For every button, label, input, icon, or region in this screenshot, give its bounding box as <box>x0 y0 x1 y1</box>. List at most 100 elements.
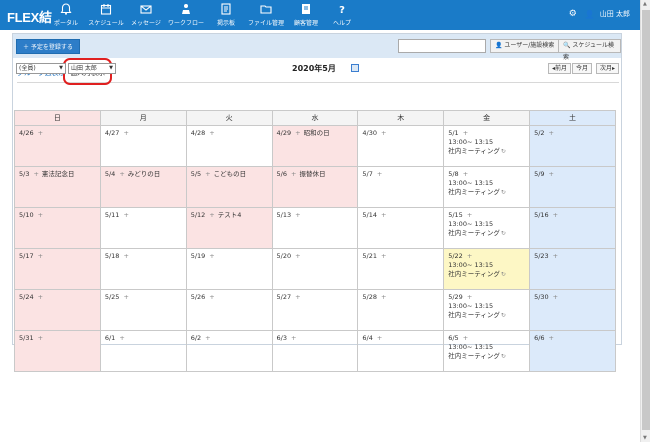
add-event-icon[interactable]: + <box>209 252 215 260</box>
search-input[interactable] <box>398 39 486 53</box>
add-event-icon[interactable]: + <box>119 334 125 342</box>
add-event-icon[interactable]: + <box>552 293 559 301</box>
add-event-icon[interactable]: + <box>37 211 44 219</box>
next-month-button[interactable]: 次月▸ <box>596 63 620 74</box>
calendar-day-cell[interactable]: 5/9 + <box>529 166 616 208</box>
calendar-day-cell[interactable]: 5/13 + <box>271 207 359 249</box>
calendar-day-cell[interactable]: 5/29 +13:00~ 13:15 社内ミーティング↻ <box>443 289 531 331</box>
calendar-day-cell[interactable]: 5/30 + <box>529 289 616 331</box>
calendar-day-cell[interactable]: 5/27 + <box>271 289 359 331</box>
calendar-day-cell[interactable]: 5/4 + みどりの日 <box>99 166 187 208</box>
add-event-icon[interactable]: + <box>123 293 129 301</box>
calendar-day-cell[interactable]: 4/27 + <box>99 125 187 167</box>
calendar-day-cell[interactable]: 6/6 + <box>529 330 616 372</box>
calendar-day-cell[interactable]: 5/14 + <box>357 207 445 249</box>
calendar-day-cell[interactable]: 5/11 + <box>99 207 187 249</box>
nav-help[interactable]: ? ヘルプ <box>326 3 358 27</box>
add-event-icon[interactable]: + <box>37 129 44 137</box>
event-title[interactable]: 社内ミーティング <box>448 147 500 155</box>
add-event-icon[interactable]: + <box>548 334 554 342</box>
calendar-day-cell[interactable]: 5/8 +13:00~ 13:15 社内ミーティング↻ <box>443 166 531 208</box>
add-event-icon[interactable]: + <box>295 252 301 260</box>
user-select[interactable]: 山田 太郎 ▼ <box>68 63 116 74</box>
add-event-icon[interactable]: + <box>552 211 559 219</box>
schedule-search-button[interactable]: 🔍 スケジュール検索 <box>558 39 621 61</box>
event-title[interactable]: 社内ミーティング <box>448 188 500 196</box>
scroll-down-icon[interactable]: ▼ <box>643 435 647 441</box>
add-event-icon[interactable]: + <box>123 211 129 219</box>
nav-schedule[interactable]: スケジュール <box>86 3 126 27</box>
calendar-event[interactable]: 13:00~ 13:15 社内ミーティング↻ <box>448 179 525 197</box>
calendar-picker-icon[interactable] <box>351 64 359 72</box>
scroll-thumb[interactable] <box>642 10 650 430</box>
calendar-day-cell[interactable]: 5/6 + 振替休日 <box>271 166 359 208</box>
calendar-day-cell[interactable]: 5/25 + <box>99 289 187 331</box>
add-event-icon[interactable]: + <box>380 293 387 301</box>
add-event-icon[interactable]: + <box>205 170 211 178</box>
calendar-day-cell[interactable]: 5/3 + 憲法記念日 <box>14 166 101 208</box>
calendar-day-cell[interactable]: 5/7 + <box>357 166 445 208</box>
calendar-day-cell[interactable]: 6/4 + <box>357 330 445 372</box>
calendar-day-cell[interactable]: 6/3 + <box>271 330 359 372</box>
event-title[interactable]: 社内ミーティング <box>448 270 500 278</box>
add-event-icon[interactable]: + <box>462 170 469 178</box>
calendar-day-cell[interactable]: 5/2 + <box>529 125 616 167</box>
add-event-icon[interactable]: + <box>123 129 129 137</box>
calendar-day-cell[interactable]: 5/26 + <box>185 289 273 331</box>
calendar-day-cell[interactable]: 6/2 + <box>185 330 273 372</box>
add-event-icon[interactable]: + <box>291 170 297 178</box>
add-event-icon[interactable]: + <box>466 252 473 260</box>
nav-board[interactable]: 掲示板 <box>210 3 242 27</box>
add-event-icon[interactable]: + <box>380 211 387 219</box>
nav-file[interactable]: ファイル管理 <box>246 3 286 27</box>
calendar-day-cell[interactable]: 4/30 + <box>357 125 445 167</box>
add-event-icon[interactable]: + <box>548 129 554 137</box>
add-event-icon[interactable]: + <box>295 211 301 219</box>
user-search-button[interactable]: 👤 ユーザー/施設検索 <box>490 39 560 53</box>
add-event-icon[interactable]: + <box>380 252 387 260</box>
add-event-icon[interactable]: + <box>462 129 469 137</box>
add-event-icon[interactable]: + <box>295 293 301 301</box>
nav-portal[interactable]: ポータル <box>50 3 82 27</box>
add-schedule-button[interactable]: ＋ 予定を登録する <box>16 39 80 54</box>
event-title[interactable]: 社内ミーティング <box>448 311 500 319</box>
event-title[interactable]: 社内ミーティング <box>448 352 500 360</box>
scroll-up-icon[interactable]: ▲ <box>643 1 647 7</box>
calendar-day-cell[interactable]: 5/10 + <box>14 207 101 249</box>
add-event-icon[interactable]: + <box>466 211 473 219</box>
vertical-scrollbar[interactable]: ▲ ▼ <box>640 0 650 442</box>
calendar-day-cell[interactable]: 5/1 +13:00~ 13:15 社内ミーティング↻ <box>443 125 531 167</box>
calendar-day-cell[interactable]: 5/31 + <box>14 330 101 372</box>
calendar-day-cell[interactable]: 6/5 +13:00~ 13:15 社内ミーティング↻ <box>443 330 531 372</box>
nav-customer[interactable]: 顧客管理 <box>290 3 322 27</box>
add-event-icon[interactable]: + <box>295 129 301 137</box>
add-event-icon[interactable]: + <box>548 170 554 178</box>
prev-month-button[interactable]: ◂前月 <box>548 63 572 74</box>
calendar-day-cell[interactable]: 5/12 + テスト4 <box>185 207 273 249</box>
calendar-day-cell[interactable]: 5/28 + <box>357 289 445 331</box>
group-select[interactable]: (全員) ▼ <box>16 63 66 74</box>
calendar-day-cell[interactable]: 5/24 + <box>14 289 101 331</box>
calendar-event[interactable]: 13:00~ 13:15 社内ミーティング↻ <box>448 302 525 320</box>
add-event-icon[interactable]: + <box>209 293 215 301</box>
gear-icon[interactable]: ⚙ <box>568 9 577 19</box>
calendar-day-cell[interactable]: 4/29 + 昭和の日 <box>271 125 359 167</box>
calendar-day-cell[interactable]: 5/15 +13:00~ 13:15 社内ミーティング↻ <box>443 207 531 249</box>
calendar-day-cell[interactable]: 5/19 + <box>185 248 273 290</box>
nav-workflow[interactable]: ワークフロー <box>166 3 206 27</box>
calendar-day-cell[interactable]: 5/16 + <box>529 207 616 249</box>
calendar-event[interactable]: 13:00~ 13:15 社内ミーティング↻ <box>448 138 525 156</box>
add-event-icon[interactable]: + <box>119 170 125 178</box>
add-event-icon[interactable]: + <box>376 334 383 342</box>
add-event-icon[interactable]: + <box>123 252 129 260</box>
add-event-icon[interactable]: + <box>209 211 215 219</box>
add-event-icon[interactable]: + <box>37 334 44 342</box>
calendar-day-cell[interactable]: 5/20 + <box>271 248 359 290</box>
calendar-event[interactable]: 13:00~ 13:15 社内ミーティング↻ <box>448 220 525 238</box>
add-event-icon[interactable]: + <box>552 252 559 260</box>
calendar-day-cell[interactable]: 5/21 + <box>357 248 445 290</box>
calendar-day-cell[interactable]: 4/26 + <box>14 125 101 167</box>
this-month-button[interactable]: 今月 <box>572 63 593 74</box>
add-event-icon[interactable]: + <box>380 129 387 137</box>
add-event-icon[interactable]: + <box>466 293 473 301</box>
